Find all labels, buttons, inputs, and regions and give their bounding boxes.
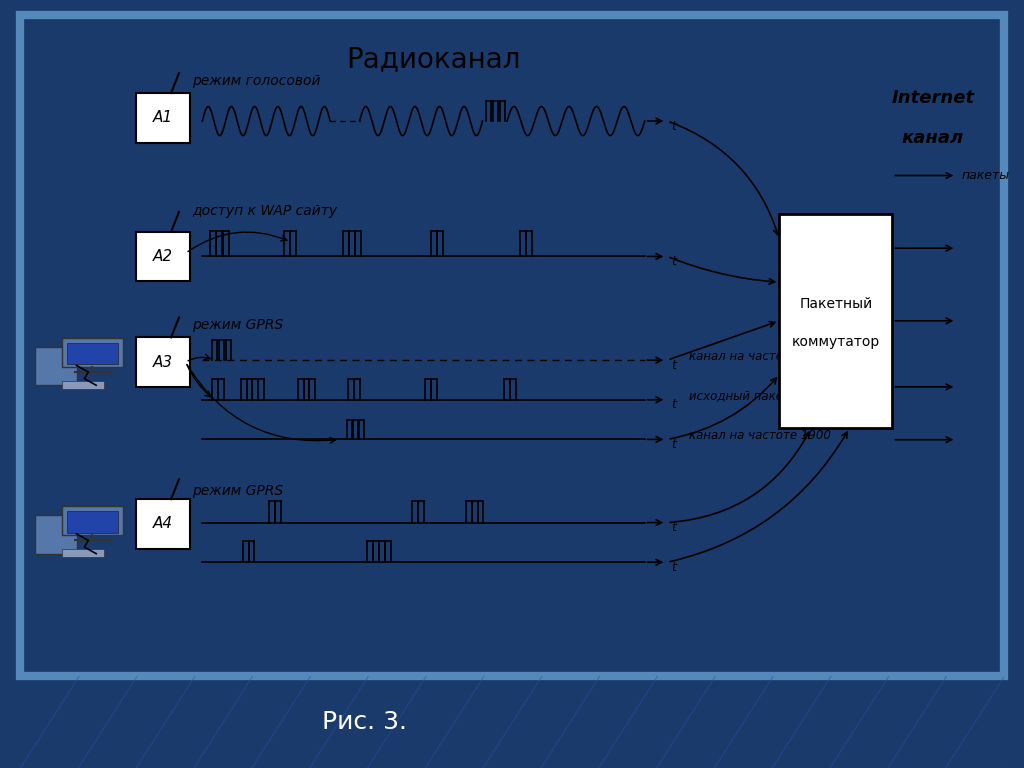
Text: t: t [672, 255, 676, 268]
Bar [61, 338, 123, 367]
Text: исходный пакет: исходный пакет [689, 389, 790, 402]
Bar [136, 93, 190, 143]
Text: Пакетный: Пакетный [800, 297, 872, 311]
Bar [61, 506, 123, 535]
Bar [61, 549, 104, 557]
Bar [35, 515, 77, 554]
Text: A3: A3 [153, 355, 173, 369]
Text: A4: A4 [153, 516, 173, 531]
Bar [35, 347, 77, 386]
Text: A2: A2 [153, 249, 173, 264]
Text: режим GPRS: режим GPRS [193, 319, 284, 333]
Text: t: t [672, 561, 676, 574]
Bar [67, 343, 118, 364]
Text: режим голосовой: режим голосовой [193, 74, 321, 88]
Text: Рис. 3.: Рис. 3. [322, 710, 408, 734]
Text: канал на частоте 1800: канал на частоте 1800 [689, 349, 830, 362]
Text: канал на частоте 1900: канал на частоте 1900 [689, 429, 830, 442]
Text: доступ к WAP сайту: доступ к WAP сайту [193, 204, 338, 218]
Text: t: t [672, 521, 676, 535]
Text: t: t [672, 359, 676, 372]
Text: A1: A1 [153, 111, 173, 125]
Text: пакеты: пакеты [962, 169, 1010, 182]
Bar [136, 337, 190, 387]
Bar [136, 499, 190, 548]
Text: коммутатор: коммутатор [792, 335, 880, 349]
Bar [67, 511, 118, 532]
Text: режим GPRS: режим GPRS [193, 484, 284, 498]
Text: Радиоканал: Радиоканал [346, 45, 520, 73]
Text: t: t [672, 120, 676, 133]
Text: канал: канал [902, 128, 964, 147]
Text: t: t [672, 438, 676, 451]
Bar [61, 381, 104, 389]
Bar [779, 214, 893, 429]
Bar [136, 232, 190, 281]
Text: t: t [672, 399, 676, 412]
Text: Internet: Internet [891, 89, 974, 107]
